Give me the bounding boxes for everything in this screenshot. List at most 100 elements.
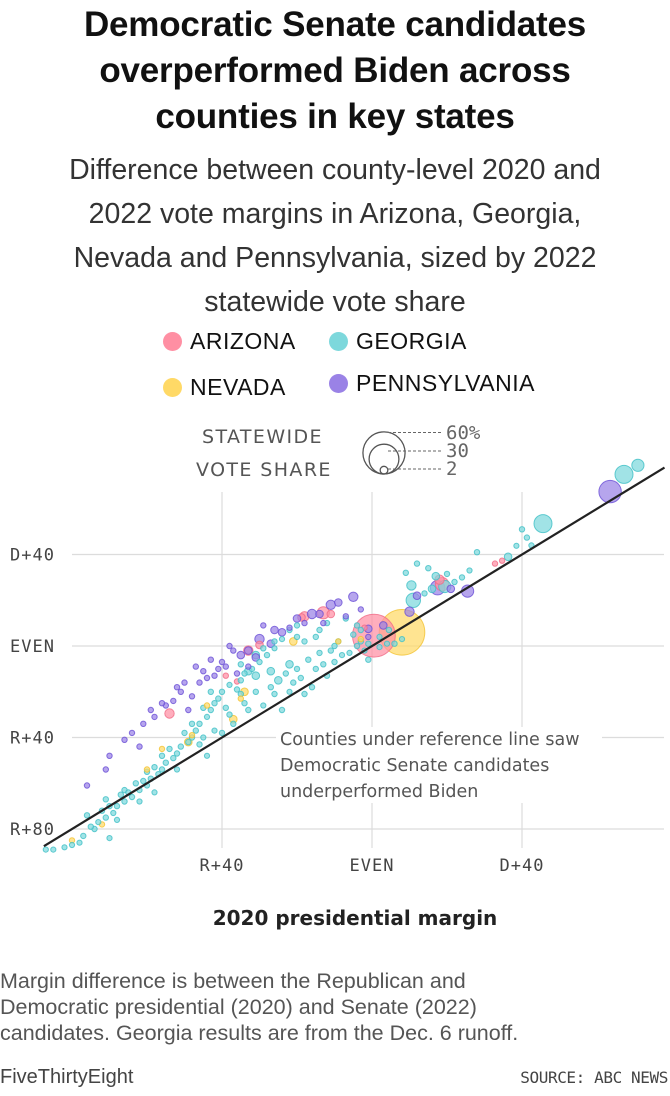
data-point-georgia [76,839,83,846]
data-points [42,458,645,853]
data-point-pennsylvania [181,679,188,686]
data-point-pennsylvania [136,743,143,750]
data-point-georgia [274,676,283,685]
data-point-georgia [95,819,102,826]
data-point-georgia [290,679,297,686]
reference-line [43,466,666,848]
data-point-georgia [260,702,267,709]
data-point-georgia [312,633,319,641]
data-point-georgia [110,809,117,817]
legend-item-arizona: ARIZONA [163,328,296,355]
data-point-pennsylvania [446,584,456,594]
data-point-georgia [222,704,230,711]
data-point-georgia [413,560,421,567]
data-point-georgia [158,752,166,759]
data-point-georgia [443,570,451,578]
data-point-georgia [357,626,364,634]
data-point-georgia [260,645,267,652]
data-point-georgia [166,745,173,753]
data-point-georgia [271,645,278,652]
axis-ticks: D+40 EVEN R+40 R+80 R+40 EVEN D+40 [10,546,545,877]
data-point-georgia [211,727,218,734]
data-point-georgia [266,666,276,676]
brand-logo: FiveThirtyEight [0,1066,134,1088]
data-point-arizona [498,557,506,564]
y-tick-label: D+40 [10,546,55,566]
annotation-line: underperformed Biden [280,782,478,802]
data-point-georgia [106,835,113,842]
data-point-arizona [326,609,336,619]
legend-item-nevada: NEVADA [163,374,286,401]
x-tick-label: EVEN [350,856,395,876]
data-point-pennsylvania [140,720,147,727]
data-point-georgia [80,832,87,840]
data-point-georgia [61,844,68,851]
source-credit: SOURCE: ABC NEWS [520,1068,668,1087]
data-point-georgia [466,567,473,574]
data-point-georgia [218,729,226,737]
data-point-georgia [451,578,458,586]
data-point-georgia [251,671,261,681]
data-point-georgia [102,814,110,821]
data-point-georgia [158,766,166,773]
data-point-pennsylvania [236,650,246,660]
data-point-georgia [200,734,207,741]
data-point-pennsylvania [147,706,155,714]
data-point-pennsylvania [102,766,110,773]
legend-item-pennsylvania: PENNSYLVANIA [329,370,535,397]
data-point-georgia [233,686,241,693]
georgia-swatch-icon [329,332,348,351]
title-line: overperformed Biden across [99,51,571,90]
data-point-georgia [533,514,553,534]
data-point-pennsylvania [83,782,91,789]
data-point-pennsylvania [211,672,218,679]
size-legend-title-line: VOTE SHARE [196,459,332,481]
size-legend-title-line: STATEWIDE [202,426,323,448]
data-point-georgia [427,584,437,594]
data-point-pennsylvania [170,697,177,705]
legend-label: ARIZONA [190,328,296,354]
subtitle-line: Nevada and Pennsylvania, sized by 2022 [73,242,597,274]
data-point-pennsylvania [244,646,253,655]
data-point-pennsylvania [215,665,222,673]
data-point-georgia [353,622,361,629]
data-point-georgia [128,793,136,801]
x-axis-title: 2020 presidential margin [212,906,498,930]
subtitle-line: statewide vote share [204,286,466,318]
data-point-georgia [312,665,319,673]
x-tick-label: D+40 [500,856,545,876]
data-point-georgia [68,841,76,849]
data-point-georgia [286,688,293,695]
data-point-georgia [282,670,289,677]
data-point-georgia [614,464,634,484]
data-point-georgia [42,846,49,853]
data-point-nevada [357,635,364,643]
annotation-line: Democratic Senate candidates [280,756,549,776]
footnote: Margin difference is between the Republi… [0,968,670,1046]
data-point-georgia [196,720,203,727]
data-point-georgia [398,636,406,643]
data-point-georgia [308,684,316,691]
data-point-arizona [164,708,175,719]
data-point-georgia [316,626,323,634]
data-point-georgia [293,622,301,629]
data-point-georgia [132,780,140,787]
data-point-georgia [431,571,441,581]
data-point-georgia [365,640,372,647]
data-point-pennsylvania [260,622,267,629]
data-point-georgia [151,764,158,771]
data-point-georgia [237,677,245,684]
data-point-pennsylvania [203,674,211,682]
data-point-georgia [173,750,181,757]
data-point-georgia [293,665,301,673]
data-point-georgia [226,681,233,689]
legend-label: NEVADA [190,374,286,400]
data-point-pennsylvania [121,736,128,743]
size-legend-value: 60% [446,422,481,444]
data-point-georgia [406,580,417,591]
data-point-georgia [207,688,215,695]
data-point-georgia [338,652,346,659]
data-point-georgia [425,565,432,572]
data-point-pennsylvania [218,658,226,666]
